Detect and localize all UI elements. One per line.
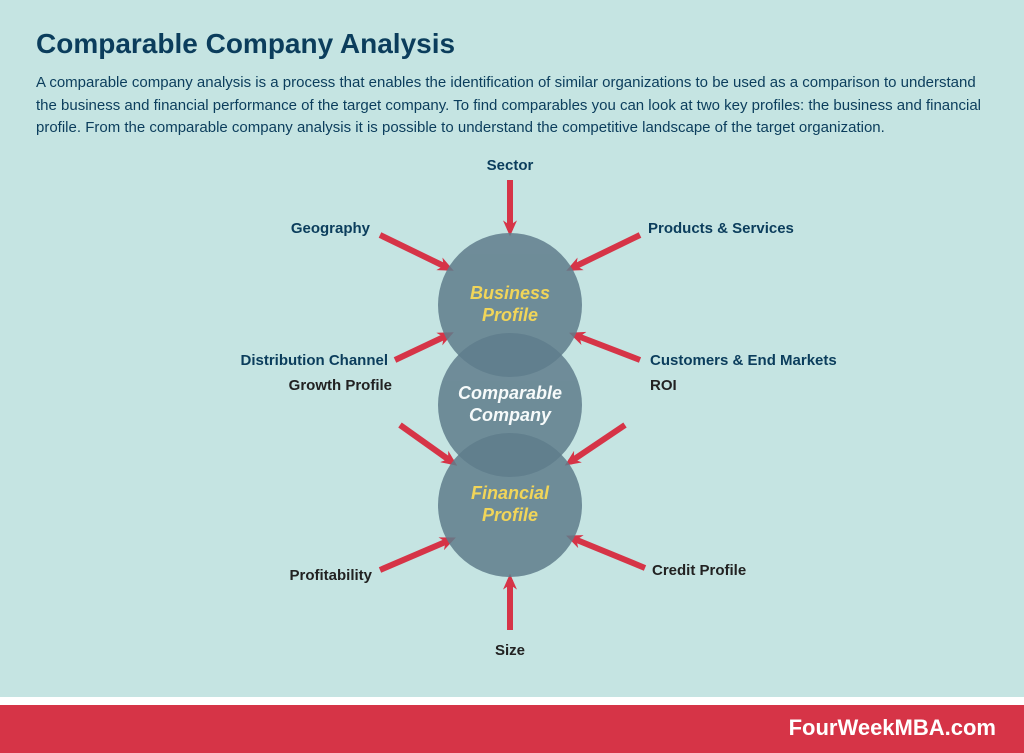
circle-financial: Financial Profile [438, 433, 582, 577]
footer-bar: FourWeekMBA.com [0, 705, 1024, 753]
arrow-credit [572, 538, 645, 568]
label-credit: Credit Profile [652, 562, 746, 579]
footer-brand: FourWeekMBA.com [789, 715, 996, 741]
arrow-distribution [395, 335, 448, 360]
label-growth: Growth Profile [289, 377, 392, 394]
circle-label-financial: Financial Profile [471, 483, 549, 526]
label-products: Products & Services [648, 220, 794, 237]
circle-label-comparable: Comparable Company [458, 383, 562, 426]
arrow-products [572, 235, 640, 268]
arrow-roi [570, 425, 625, 462]
label-customers: Customers & End Markets [650, 352, 837, 369]
circle-label-business: Business Profile [470, 283, 550, 326]
page-title: Comparable Company Analysis [36, 28, 455, 60]
arrow-customers [575, 335, 640, 360]
label-size: Size [495, 642, 525, 659]
arrow-geography [380, 235, 448, 268]
label-sector: Sector [487, 157, 534, 174]
label-distribution: Distribution Channel [241, 352, 389, 369]
label-roi: ROI [650, 377, 677, 394]
label-profitability: Profitability [289, 567, 372, 584]
label-geography: Geography [291, 220, 370, 237]
arrow-profitability [380, 540, 450, 570]
description-text: A comparable company analysis is a proce… [36, 72, 986, 140]
venn-diagram: Business Profile Comparable Company Financ… [0, 150, 1024, 690]
footer-white-strip [0, 697, 1024, 705]
